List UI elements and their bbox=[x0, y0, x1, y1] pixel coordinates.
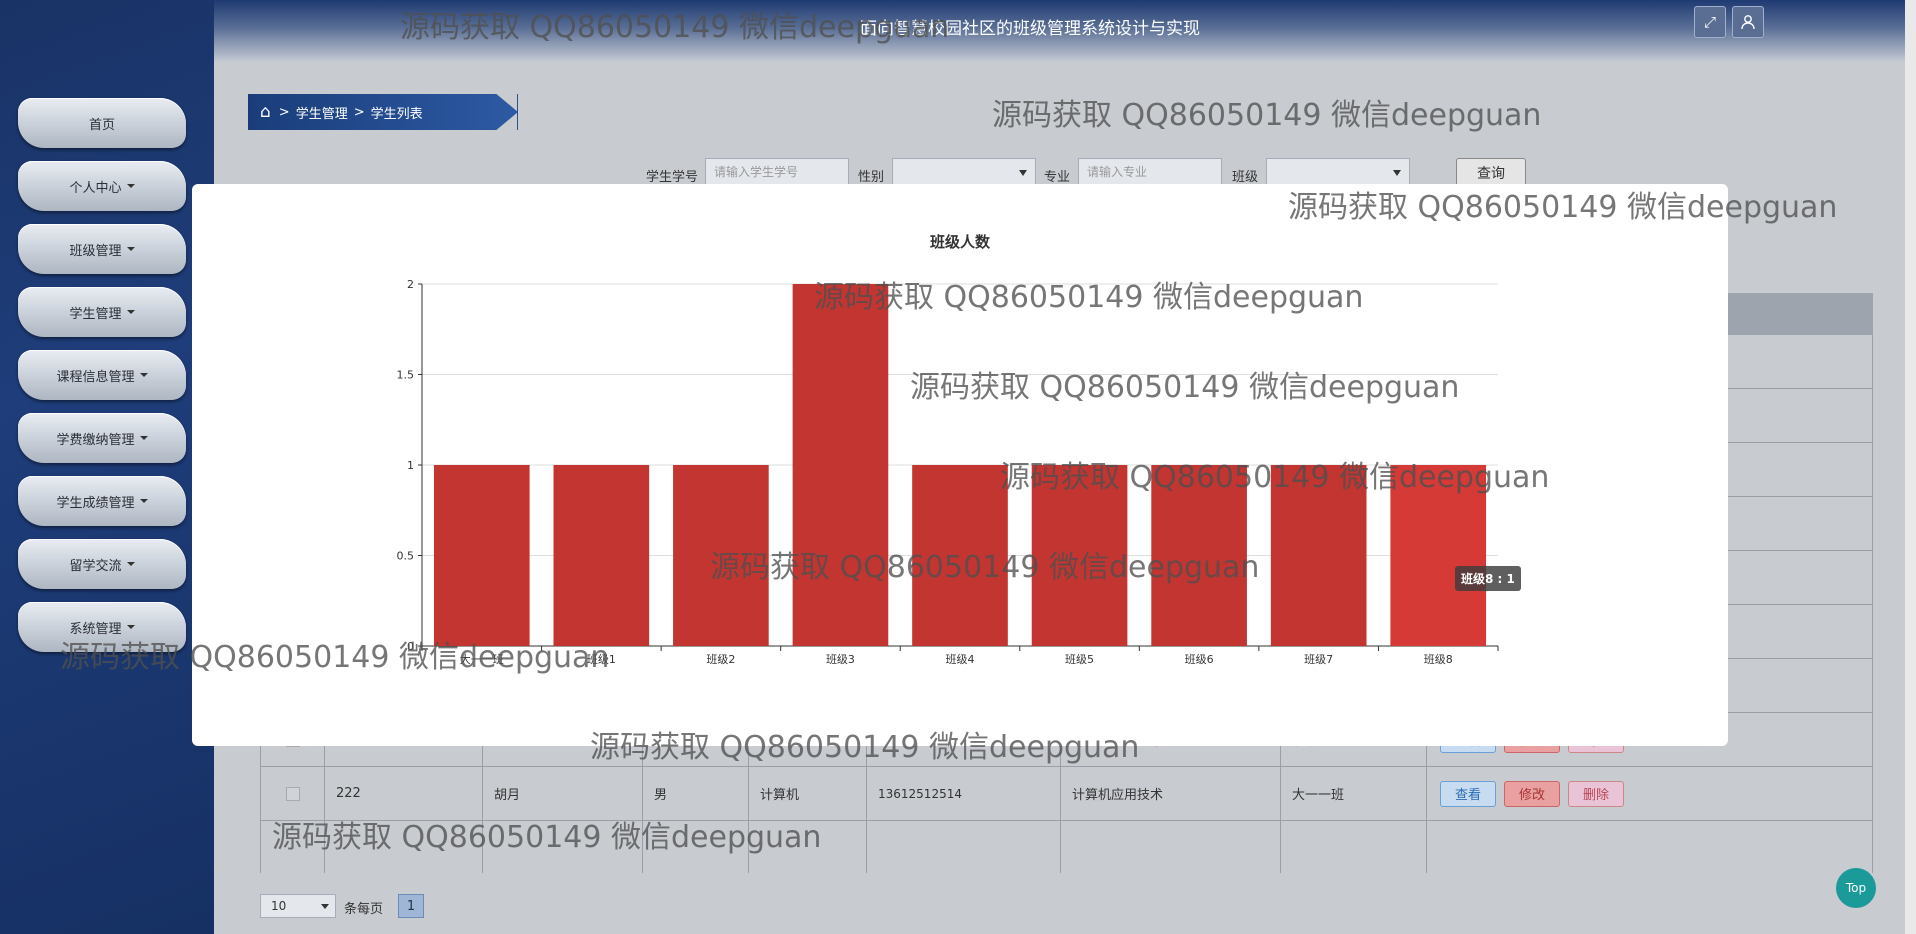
chart-modal: 班级人数 0 0.5 1 1.5 2 大一一班 班级1 班级2 班级3 班级4 班级5 班级6 班级7… bbox=[192, 184, 1728, 746]
breadcrumb: ⌂ > 学生管理 > 学生列表 bbox=[248, 94, 518, 130]
sidebar-item-label: 学生管理 bbox=[69, 306, 122, 322]
header: 面向智慧校园社区的班级管理系统设计与实现 ⤢ bbox=[214, 0, 1916, 62]
x-tick-label: 班级1 bbox=[587, 653, 616, 666]
caret-down-icon bbox=[126, 562, 135, 566]
breadcrumb-separator: > bbox=[278, 104, 290, 120]
query-button[interactable]: 查询 bbox=[1456, 158, 1526, 188]
sidebar-item-label: 个人中心 bbox=[69, 180, 122, 196]
breadcrumb-separator: > bbox=[353, 104, 365, 120]
back-to-top-button[interactable]: Top bbox=[1836, 868, 1876, 908]
caret-down-icon bbox=[126, 310, 135, 314]
cell-name: 胡月 bbox=[494, 788, 521, 803]
bar bbox=[673, 465, 769, 646]
class-label: 班级 bbox=[1232, 170, 1259, 185]
caret-down-icon bbox=[126, 184, 135, 188]
bar bbox=[1031, 465, 1128, 646]
sidebar-item-label: 首页 bbox=[88, 117, 115, 133]
cell-student-no: 222 bbox=[336, 786, 361, 801]
x-tick-label: 班级3 bbox=[826, 653, 855, 666]
sidebar-item-label: 课程信息管理 bbox=[56, 369, 135, 385]
sidebar-item-label: 学费缴纳管理 bbox=[56, 432, 135, 448]
sidebar-item-course-management[interactable]: 课程信息管理 bbox=[18, 350, 186, 400]
sidebar: 首页 个人中心 班级管理 学生管理 课程信息管理 学费缴纳管理 学生成绩管理 留… bbox=[0, 0, 214, 934]
page-size-select[interactable]: 10 bbox=[260, 894, 336, 918]
sidebar-item-home[interactable]: 首页 bbox=[18, 98, 186, 148]
bar-chart: 班级人数 0 0.5 1 1.5 2 大一一班 班级1 班级2 班级3 班级4 班级5 班级6 班级7… bbox=[397, 233, 1499, 666]
bar bbox=[1390, 465, 1487, 646]
y-tick-label: 0 bbox=[407, 640, 414, 653]
scrollbar[interactable] bbox=[1905, 0, 1916, 934]
caret-down-icon bbox=[126, 625, 135, 629]
bar bbox=[912, 465, 1008, 646]
cell-gender: 男 bbox=[654, 788, 668, 803]
home-icon[interactable]: ⌂ bbox=[260, 102, 271, 122]
x-tick-label: 大一一班 bbox=[460, 652, 504, 666]
y-tick-label: 1 bbox=[407, 459, 414, 472]
gender-label: 性别 bbox=[858, 170, 885, 185]
sidebar-item-label: 系统管理 bbox=[69, 621, 122, 637]
bar bbox=[433, 465, 530, 646]
user-icon[interactable] bbox=[1732, 6, 1764, 38]
expand-icon[interactable]: ⤢ bbox=[1694, 6, 1726, 38]
sidebar-item-personal-center[interactable]: 个人中心 bbox=[18, 161, 186, 211]
cell-specialty: 计算机应用技术 bbox=[1072, 788, 1164, 803]
table-row: 222 胡月 男 计算机 13612512514 计算机应用技术 大一一班 查看… bbox=[260, 767, 1873, 821]
chart-tooltip: 班级8 : 1 bbox=[1455, 566, 1521, 591]
sidebar-item-system-management[interactable]: 系统管理 bbox=[18, 602, 186, 652]
breadcrumb-level1[interactable]: 学生管理 bbox=[295, 106, 348, 122]
edit-button[interactable]: 修改 bbox=[1504, 780, 1561, 807]
student-no-input[interactable]: 请输入学生学号 bbox=[705, 158, 849, 186]
x-tick-label: 班级5 bbox=[1065, 653, 1094, 666]
caret-down-icon bbox=[139, 499, 148, 503]
system-title: 面向智慧校园社区的班级管理系统设计与实现 bbox=[860, 19, 1200, 39]
view-button[interactable]: 查看 bbox=[1440, 780, 1497, 807]
gender-select[interactable] bbox=[892, 158, 1036, 186]
cell-class: 大一一班 bbox=[1292, 788, 1345, 803]
x-tick-label: 班级6 bbox=[1185, 653, 1214, 666]
x-tick-label: 班级7 bbox=[1304, 653, 1333, 666]
bar bbox=[553, 465, 650, 646]
major-label: 专业 bbox=[1044, 170, 1071, 185]
per-page-label: 条每页 bbox=[344, 902, 384, 917]
sidebar-item-tuition-management[interactable]: 学费缴纳管理 bbox=[18, 413, 186, 463]
sidebar-item-label: 留学交流 bbox=[69, 558, 122, 574]
cell-major: 计算机 bbox=[760, 788, 800, 803]
sidebar-item-label: 学生成绩管理 bbox=[56, 495, 135, 511]
sidebar-item-label: 班级管理 bbox=[69, 243, 122, 259]
x-tick-label: 班级4 bbox=[946, 653, 975, 666]
sidebar-item-score-management[interactable]: 学生成绩管理 bbox=[18, 476, 186, 526]
major-input[interactable]: 请输入专业 bbox=[1078, 158, 1222, 186]
caret-down-icon bbox=[139, 436, 148, 440]
divider bbox=[517, 94, 518, 130]
y-tick-label: 1.5 bbox=[397, 369, 415, 382]
class-select[interactable] bbox=[1266, 158, 1410, 186]
chart-title: 班级人数 bbox=[930, 233, 991, 251]
page-number-button[interactable]: 1 bbox=[398, 894, 424, 918]
x-tick-label: 班级8 bbox=[1424, 653, 1453, 666]
breadcrumb-level2: 学生列表 bbox=[370, 106, 423, 122]
student-no-label: 学生学号 bbox=[646, 170, 699, 185]
bar bbox=[1151, 465, 1247, 646]
caret-down-icon bbox=[126, 247, 135, 251]
sidebar-item-class-management[interactable]: 班级管理 bbox=[18, 224, 186, 274]
y-tick-label: 0.5 bbox=[397, 550, 415, 563]
bar bbox=[1270, 465, 1367, 646]
sidebar-item-study-abroad[interactable]: 留学交流 bbox=[18, 539, 186, 589]
sidebar-item-student-management[interactable]: 学生管理 bbox=[18, 287, 186, 337]
cell-phone: 13612512514 bbox=[878, 786, 962, 801]
y-tick-label: 2 bbox=[407, 278, 414, 291]
caret-down-icon bbox=[139, 373, 148, 377]
bar bbox=[792, 284, 889, 646]
delete-button[interactable]: 删除 bbox=[1568, 780, 1625, 807]
row-checkbox[interactable] bbox=[286, 786, 300, 801]
x-tick-label: 班级2 bbox=[706, 653, 735, 666]
